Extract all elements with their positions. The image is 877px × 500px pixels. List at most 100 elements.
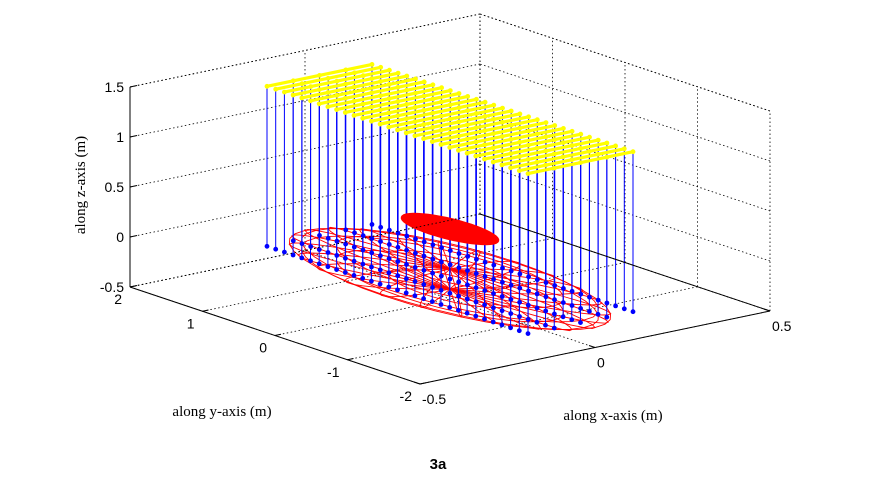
bottom-point (578, 306, 583, 311)
z-tick-label: 0 (116, 229, 124, 245)
line-element-point (482, 156, 487, 162)
ellipsoid-meridian (449, 268, 584, 295)
bottom-point (438, 273, 444, 279)
line-element-point (456, 91, 462, 96)
line-element-point (413, 76, 418, 82)
bottom-point (325, 250, 331, 255)
line-element-point (421, 93, 427, 99)
bottom-point (508, 282, 514, 288)
line-element-point (517, 154, 522, 159)
floor-edge (479, 213, 771, 312)
bottom-point (412, 279, 418, 284)
bottom-point (369, 250, 375, 256)
bottom-point (334, 238, 340, 244)
line-element-point (377, 121, 383, 127)
line-element-point (500, 105, 505, 111)
bottom-points (264, 222, 636, 336)
line-element-point (352, 70, 357, 76)
line-element-point (316, 87, 322, 92)
y-tick-label: 0 (259, 340, 267, 356)
line-element-point (508, 108, 514, 114)
line-element-point (343, 67, 349, 73)
bottom-point (578, 291, 584, 297)
line-element-point (404, 87, 409, 93)
bottom-point (552, 283, 558, 288)
bottom-point (421, 296, 426, 302)
ellipsoid-meridian (316, 263, 451, 290)
bottom-point (290, 238, 296, 244)
line-element-point (490, 159, 496, 165)
line-element-point (543, 120, 549, 125)
line-element-point (421, 79, 427, 85)
bottom-point (500, 265, 505, 271)
x-axis-label: along x-axis (m) (563, 408, 662, 424)
bottom-point (482, 274, 488, 279)
line-element-point (351, 113, 357, 118)
line-element-point (543, 148, 549, 154)
z-tick (129, 235, 138, 238)
line-element-point (438, 127, 444, 133)
bottom-point (395, 230, 401, 236)
line-element-point (525, 171, 531, 177)
bottom-point (343, 241, 348, 247)
bottom-point (395, 259, 401, 264)
bottom-point (317, 233, 322, 238)
line-element-point (473, 125, 479, 131)
bottom-point (491, 262, 497, 268)
line-element-point (595, 137, 601, 143)
line-element-point (369, 90, 375, 96)
line-element-point (499, 134, 505, 139)
bottom-point (299, 255, 305, 261)
bottom-point (351, 244, 357, 250)
bottom-point (273, 246, 279, 252)
line-element-point (508, 165, 513, 171)
bottom-point (299, 241, 305, 247)
bottom-point (473, 271, 479, 276)
line-element-point (334, 107, 339, 112)
bottom-point (352, 230, 357, 236)
bottom-point (595, 297, 601, 303)
line-element-point (438, 142, 444, 147)
line-element-point (464, 136, 470, 142)
bottom-point (526, 274, 531, 280)
line-element-point (439, 99, 444, 105)
bottom-point (421, 239, 427, 245)
line-element-point (299, 81, 305, 87)
line-element-point (474, 96, 479, 102)
line-element-point (552, 151, 557, 157)
bottom-point (587, 294, 592, 300)
z-axis-label: along z-axis (m) (73, 136, 89, 234)
bottom-point (369, 222, 375, 227)
bottom-point (386, 256, 392, 261)
data-layer (264, 62, 636, 336)
line-element-point (387, 67, 392, 73)
line-element-point (456, 105, 462, 111)
line-element-point (491, 102, 497, 108)
bottom-point (578, 320, 583, 325)
bottom-point (439, 259, 444, 265)
bottom-point (421, 253, 427, 259)
line-element-point (317, 73, 322, 78)
line-element-point (456, 147, 461, 153)
line-element-point (465, 122, 470, 128)
line-element-point (360, 101, 366, 107)
z-tick-label: -0.5 (100, 279, 124, 295)
bottom-point (456, 293, 461, 299)
bottom-point (360, 261, 366, 267)
line-element-point (386, 96, 392, 101)
line-element-point (413, 90, 418, 96)
bottom-point (308, 244, 314, 250)
line-element-point (334, 78, 340, 84)
bottom-point (569, 288, 575, 294)
bottom-point (430, 256, 436, 262)
line-element-point (482, 142, 487, 148)
line-element-point (569, 128, 575, 134)
bottom-point (377, 281, 383, 287)
grid-line (479, 113, 771, 212)
line-element-point (465, 108, 470, 113)
line-element-point (439, 85, 444, 91)
line-element-point (404, 73, 410, 79)
bottom-point (438, 287, 444, 293)
y-tick (419, 382, 427, 385)
bottom-point (447, 290, 453, 296)
